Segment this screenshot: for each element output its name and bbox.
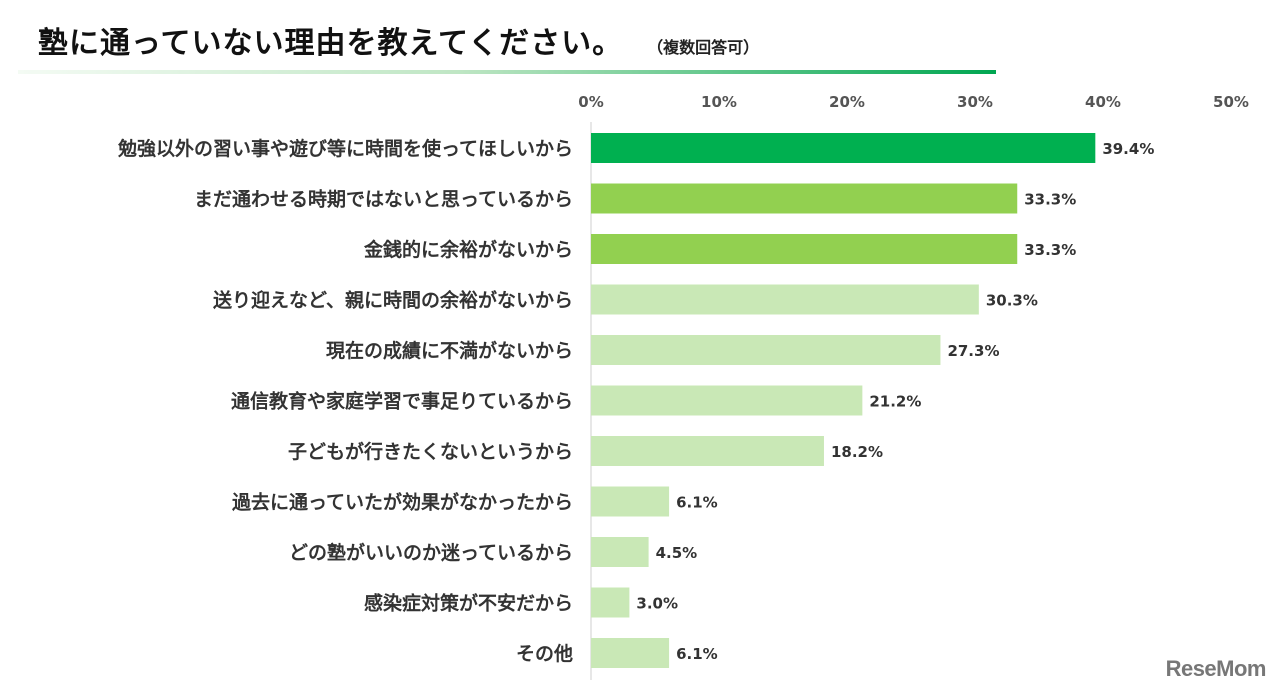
bar (591, 486, 670, 517)
data-label: 3.0% (636, 595, 678, 613)
category-label: その他 (516, 642, 573, 665)
bar (591, 638, 670, 668)
bar (591, 385, 863, 416)
category-label: 過去に通っていたが効果がなかったから (232, 491, 573, 514)
bar (591, 133, 1096, 163)
data-label: 39.4% (1102, 140, 1154, 158)
data-label: 21.2% (869, 393, 921, 411)
bar (591, 335, 941, 365)
category-label: 勉強以外の習い事や遊び等に時間を使ってほしいから (117, 137, 573, 160)
resemom-logo: ReseMom (1165, 656, 1267, 681)
x-tick-label: 40% (1085, 93, 1121, 111)
data-label: 33.3% (1024, 241, 1076, 259)
page-title: 塾に通っていない理由を教えてください。 (38, 26, 624, 61)
bar (591, 436, 824, 466)
bar (591, 587, 630, 618)
category-label: 金銭的に余裕がないから (363, 238, 573, 261)
category-label: まだ通わせる時期ではないと思っているから (194, 189, 573, 211)
x-tick-label: 20% (829, 93, 865, 111)
x-tick-label: 0% (578, 93, 603, 111)
category-label: 通信教育や家庭学習で事足りているから (231, 390, 573, 413)
category-label: 現在の成績に不満がないから (326, 339, 573, 362)
category-label: 子どもが行きたくないというから (288, 440, 573, 463)
x-tick-label: 30% (957, 93, 993, 111)
bar (591, 183, 1018, 214)
data-label: 30.3% (986, 292, 1038, 310)
data-label: 6.1% (676, 494, 718, 512)
category-label: 感染症対策が不安だから (364, 592, 573, 615)
bar (591, 284, 979, 315)
bar (591, 234, 1018, 264)
category-label: 送り迎えなど、親に時間の余裕がないから (213, 289, 573, 312)
category-label: どの塾がいいのか迷っているから (289, 541, 573, 564)
title-area: 塾に通っていない理由を教えてください。 （複数回答可） (38, 18, 759, 62)
title-underline (18, 70, 996, 74)
x-tick-label: 10% (701, 93, 737, 111)
data-label: 33.3% (1024, 191, 1076, 209)
data-label: 27.3% (947, 342, 999, 360)
page-subtitle: （複数回答可） (647, 38, 760, 57)
x-tick-label: 50% (1213, 93, 1249, 111)
bar (591, 537, 649, 567)
data-label: 4.5% (656, 544, 698, 562)
data-label: 18.2% (831, 443, 883, 461)
data-label: 6.1% (676, 645, 718, 663)
